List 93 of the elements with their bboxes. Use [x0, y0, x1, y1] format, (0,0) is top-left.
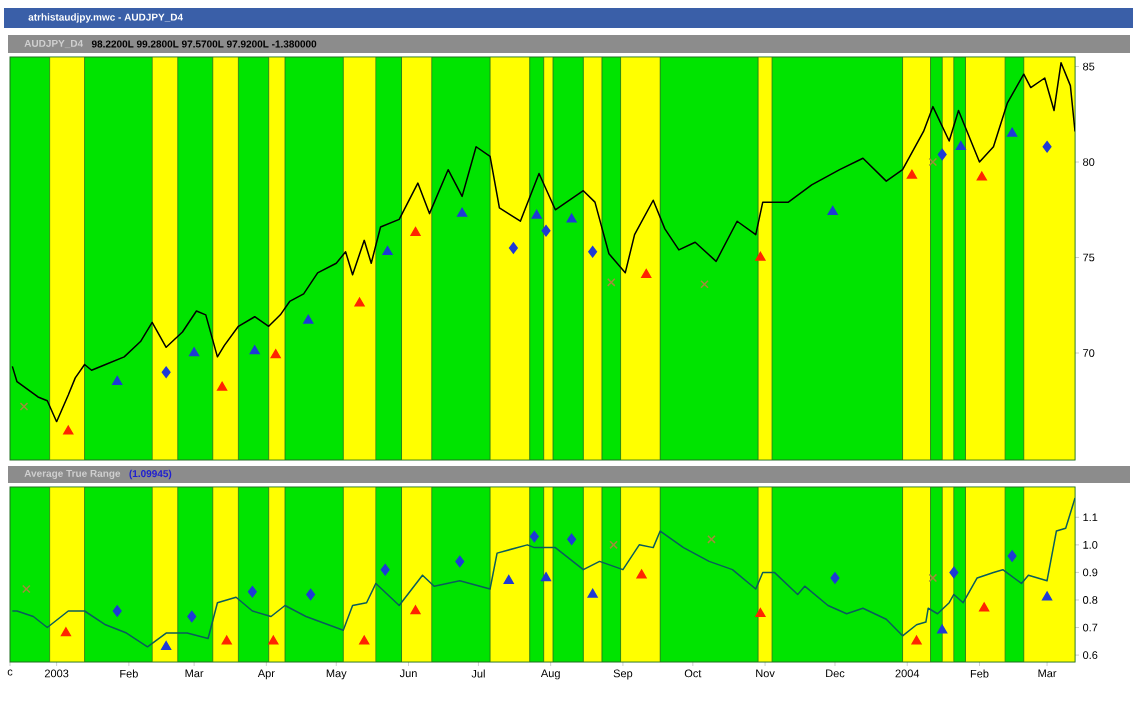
y-tick-label: 0.9	[1082, 568, 1098, 577]
point	[707, 535, 716, 544]
point	[588, 246, 598, 258]
point	[303, 314, 314, 324]
y-tick-label: 85	[1083, 62, 1095, 71]
point	[566, 213, 577, 223]
point	[1007, 550, 1017, 562]
point	[63, 425, 74, 435]
point	[19, 402, 29, 411]
point	[928, 573, 938, 583]
point	[410, 226, 421, 236]
line-series	[11, 497, 1076, 648]
point	[112, 375, 123, 385]
x-tick-label: Sep	[613, 669, 633, 680]
chart-subtitle: AUDJPY_D4	[24, 39, 84, 49]
point	[531, 209, 542, 219]
point	[976, 171, 987, 181]
point	[1041, 591, 1053, 601]
point	[609, 540, 618, 550]
point	[906, 169, 917, 179]
x-tick-label: Jul	[471, 669, 485, 678]
chart-title: atrhistaudjpy.mwc - AUDJPY_D4	[28, 13, 183, 23]
x-tick-label: Feb	[970, 669, 989, 678]
point	[1042, 141, 1052, 153]
point	[636, 569, 647, 579]
point	[268, 635, 279, 645]
point	[382, 246, 393, 256]
point	[306, 588, 316, 601]
x-tick-label: c	[7, 669, 13, 676]
point	[827, 205, 838, 215]
point	[830, 572, 840, 584]
x-tick-label: Oct	[684, 669, 702, 678]
point	[380, 563, 390, 576]
point	[503, 574, 514, 584]
y-tick-label: 1.1	[1083, 513, 1098, 522]
point	[270, 349, 281, 359]
point	[410, 605, 421, 615]
y-tick-label: 0.7	[1082, 623, 1098, 632]
point	[587, 588, 598, 598]
x-tick-label: Mar	[185, 669, 204, 678]
point	[455, 555, 465, 568]
x-tick-label: 2004	[895, 669, 920, 678]
point	[755, 608, 766, 618]
point	[606, 278, 616, 287]
point	[217, 381, 228, 391]
point	[187, 610, 197, 623]
x-tick-label: May	[326, 669, 347, 680]
point	[359, 635, 370, 645]
point	[949, 566, 959, 579]
point	[247, 585, 257, 598]
point	[540, 572, 552, 582]
point	[161, 641, 172, 651]
point	[354, 297, 365, 307]
point	[700, 279, 709, 289]
x-tick-label: Feb	[120, 669, 138, 678]
point	[541, 225, 551, 237]
chart-title: Average True Range	[24, 469, 121, 479]
point	[508, 242, 518, 254]
x-tick-label: Dec	[826, 669, 845, 678]
line-series	[11, 61, 1076, 423]
point	[221, 635, 232, 645]
point	[529, 530, 539, 543]
y-tick-label: 1.0	[1083, 540, 1098, 549]
point	[22, 584, 31, 594]
point	[1007, 127, 1018, 137]
point	[928, 157, 938, 167]
y-tick-label: 80	[1083, 158, 1095, 166]
text: 98.2200L 99.2800L 97.5700L 97.9200L -1.380000	[91, 40, 317, 48]
point	[955, 141, 966, 150]
x-tick-label: Apr	[257, 669, 275, 680]
x-tick-label: 2003	[44, 669, 69, 678]
y-tick-label: 0.6	[1082, 651, 1098, 659]
point	[112, 605, 122, 617]
x-tick-label: Mar	[1038, 669, 1057, 678]
point	[567, 533, 577, 546]
point	[937, 148, 947, 161]
point	[755, 251, 766, 261]
x-tick-label: Jun	[399, 669, 417, 678]
point	[457, 207, 468, 217]
x-tick-label: Nov	[756, 669, 775, 678]
point	[161, 366, 171, 378]
point	[249, 345, 260, 355]
y-tick-label: 70	[1083, 349, 1095, 357]
point	[189, 347, 200, 357]
point	[911, 635, 922, 645]
point	[60, 627, 72, 637]
y-tick-label: 0.8	[1082, 596, 1098, 604]
text: (1.09945)	[129, 469, 172, 480]
point	[979, 602, 990, 612]
point	[937, 624, 948, 634]
y-tick-label: 75	[1083, 253, 1095, 262]
point	[641, 268, 652, 278]
x-tick-label: Aug	[540, 669, 560, 680]
